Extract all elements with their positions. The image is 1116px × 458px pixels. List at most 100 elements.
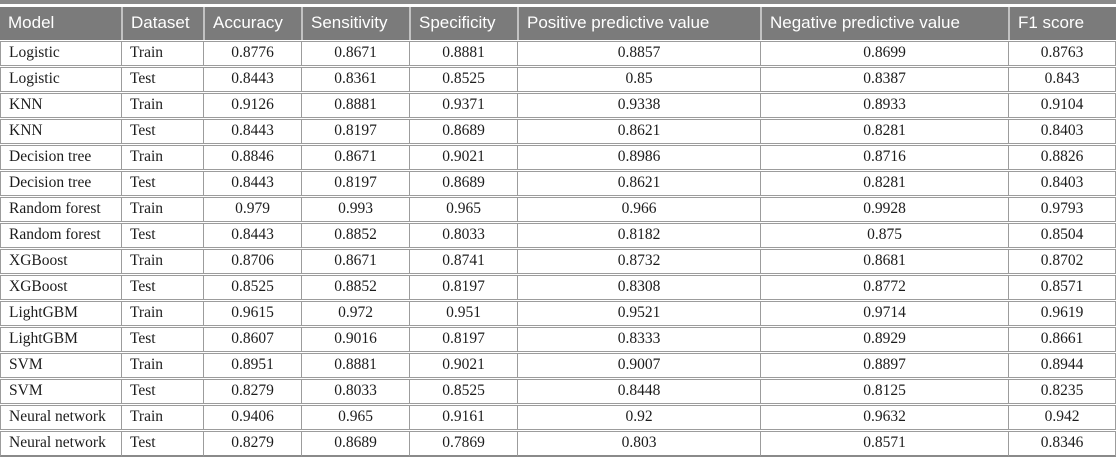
cell-sensitivity: 0.8689 bbox=[301, 431, 409, 457]
column-header-accuracy: Accuracy bbox=[203, 7, 301, 40]
cell-ppv: 0.8621 bbox=[517, 119, 760, 144]
table-body: Logistic Train 0.8776 0.8671 0.8881 0.8857 0.8… bbox=[0, 41, 1116, 457]
cell-model: Logistic bbox=[0, 67, 121, 92]
cell-f1: 0.942 bbox=[1008, 405, 1116, 430]
cell-sensitivity: 0.8197 bbox=[301, 171, 409, 196]
cell-f1: 0.843 bbox=[1008, 67, 1116, 92]
cell-specificity: 0.8197 bbox=[409, 327, 517, 352]
cell-sensitivity: 0.8671 bbox=[301, 145, 409, 170]
cell-specificity: 0.9161 bbox=[409, 405, 517, 430]
cell-accuracy: 0.9406 bbox=[203, 405, 301, 430]
cell-f1: 0.8403 bbox=[1008, 119, 1116, 144]
table-row: Neural network Test 0.8279 0.8689 0.7869 0.80… bbox=[0, 431, 1116, 457]
cell-accuracy: 0.9126 bbox=[203, 93, 301, 118]
cell-sensitivity: 0.993 bbox=[301, 197, 409, 222]
cell-dataset: Train bbox=[121, 353, 203, 378]
cell-model: Neural network bbox=[0, 431, 121, 457]
cell-ppv: 0.9338 bbox=[517, 93, 760, 118]
column-header-npv: Negative predictive value bbox=[760, 7, 1008, 40]
cell-npv: 0.8387 bbox=[760, 67, 1008, 92]
table-row: Decision tree Train 0.8846 0.8671 0.9021 0.89… bbox=[0, 145, 1116, 170]
table-row: KNN Train 0.9126 0.8881 0.9371 0.9338 0.8933 0.… bbox=[0, 93, 1116, 118]
cell-npv: 0.8281 bbox=[760, 119, 1008, 144]
cell-dataset: Train bbox=[121, 145, 203, 170]
table-row: Neural network Train 0.9406 0.965 0.9161 0.92… bbox=[0, 405, 1116, 430]
cell-model: XGBoost bbox=[0, 249, 121, 274]
column-header-sensitivity: Sensitivity bbox=[301, 7, 409, 40]
cell-accuracy: 0.8951 bbox=[203, 353, 301, 378]
cell-accuracy: 0.8279 bbox=[203, 379, 301, 404]
table-row: SVM Train 0.8951 0.8881 0.9021 0.9007 0.8897 0.… bbox=[0, 353, 1116, 378]
cell-f1: 0.9104 bbox=[1008, 93, 1116, 118]
cell-accuracy: 0.8443 bbox=[203, 171, 301, 196]
table-header: Model Dataset Accuracy Sensitivity Speci… bbox=[0, 7, 1116, 40]
cell-model: XGBoost bbox=[0, 275, 121, 300]
cell-sensitivity: 0.8671 bbox=[301, 41, 409, 66]
header-row: Model Dataset Accuracy Sensitivity Speci… bbox=[0, 7, 1116, 40]
cell-ppv: 0.9007 bbox=[517, 353, 760, 378]
cell-f1: 0.8944 bbox=[1008, 353, 1116, 378]
cell-f1: 0.8763 bbox=[1008, 41, 1116, 66]
cell-sensitivity: 0.8852 bbox=[301, 223, 409, 248]
cell-ppv: 0.92 bbox=[517, 405, 760, 430]
cell-f1: 0.8235 bbox=[1008, 379, 1116, 404]
cell-ppv: 0.8621 bbox=[517, 171, 760, 196]
cell-npv: 0.8929 bbox=[760, 327, 1008, 352]
cell-f1: 0.8826 bbox=[1008, 145, 1116, 170]
cell-npv: 0.8699 bbox=[760, 41, 1008, 66]
cell-model: Random forest bbox=[0, 197, 121, 222]
column-header-specificity: Specificity bbox=[409, 7, 517, 40]
cell-dataset: Test bbox=[121, 67, 203, 92]
cell-npv: 0.8681 bbox=[760, 249, 1008, 274]
cell-accuracy: 0.8443 bbox=[203, 119, 301, 144]
cell-specificity: 0.8689 bbox=[409, 119, 517, 144]
column-header-ppv: Positive predictive value bbox=[517, 7, 760, 40]
cell-dataset: Test bbox=[121, 379, 203, 404]
cell-ppv: 0.8732 bbox=[517, 249, 760, 274]
cell-model: Decision tree bbox=[0, 171, 121, 196]
cell-dataset: Test bbox=[121, 171, 203, 196]
cell-accuracy: 0.8279 bbox=[203, 431, 301, 457]
cell-npv: 0.8897 bbox=[760, 353, 1008, 378]
cell-npv: 0.8125 bbox=[760, 379, 1008, 404]
cell-sensitivity: 0.972 bbox=[301, 301, 409, 326]
cell-ppv: 0.8448 bbox=[517, 379, 760, 404]
cell-f1: 0.8702 bbox=[1008, 249, 1116, 274]
cell-model: KNN bbox=[0, 119, 121, 144]
cell-specificity: 0.9021 bbox=[409, 145, 517, 170]
cell-specificity: 0.965 bbox=[409, 197, 517, 222]
cell-ppv: 0.8333 bbox=[517, 327, 760, 352]
cell-model: LightGBM bbox=[0, 301, 121, 326]
cell-model: Random forest bbox=[0, 223, 121, 248]
cell-ppv: 0.966 bbox=[517, 197, 760, 222]
cell-ppv: 0.8857 bbox=[517, 41, 760, 66]
table-row: Logistic Test 0.8443 0.8361 0.8525 0.85 0.8387… bbox=[0, 67, 1116, 92]
cell-npv: 0.8716 bbox=[760, 145, 1008, 170]
cell-f1: 0.8504 bbox=[1008, 223, 1116, 248]
cell-specificity: 0.8741 bbox=[409, 249, 517, 274]
table-row: XGBoost Test 0.8525 0.8852 0.8197 0.8308 0.877… bbox=[0, 275, 1116, 300]
cell-specificity: 0.7869 bbox=[409, 431, 517, 457]
cell-sensitivity: 0.8197 bbox=[301, 119, 409, 144]
cell-ppv: 0.8182 bbox=[517, 223, 760, 248]
cell-model: Logistic bbox=[0, 41, 121, 66]
cell-dataset: Train bbox=[121, 249, 203, 274]
cell-sensitivity: 0.8671 bbox=[301, 249, 409, 274]
column-header-model: Model bbox=[0, 7, 121, 40]
cell-model: SVM bbox=[0, 353, 121, 378]
cell-accuracy: 0.979 bbox=[203, 197, 301, 222]
table-row: XGBoost Train 0.8706 0.8671 0.8741 0.8732 0.86… bbox=[0, 249, 1116, 274]
cell-dataset: Test bbox=[121, 223, 203, 248]
table-top-rule bbox=[0, 0, 1116, 4]
cell-ppv: 0.9521 bbox=[517, 301, 760, 326]
table-row: LightGBM Train 0.9615 0.972 0.951 0.9521 0.971… bbox=[0, 301, 1116, 326]
cell-specificity: 0.8881 bbox=[409, 41, 517, 66]
cell-npv: 0.9928 bbox=[760, 197, 1008, 222]
cell-specificity: 0.8525 bbox=[409, 379, 517, 404]
table-row: KNN Test 0.8443 0.8197 0.8689 0.8621 0.8281 0.8… bbox=[0, 119, 1116, 144]
column-header-f1: F1 score bbox=[1008, 7, 1116, 40]
cell-sensitivity: 0.8361 bbox=[301, 67, 409, 92]
cell-sensitivity: 0.8852 bbox=[301, 275, 409, 300]
cell-sensitivity: 0.8881 bbox=[301, 93, 409, 118]
cell-npv: 0.8772 bbox=[760, 275, 1008, 300]
